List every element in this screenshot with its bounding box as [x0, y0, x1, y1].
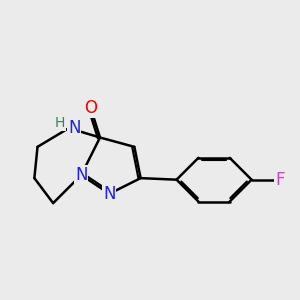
Text: N: N — [75, 166, 88, 184]
Text: O: O — [84, 99, 97, 117]
Text: F: F — [275, 171, 284, 189]
Text: N: N — [103, 185, 116, 203]
Text: H: H — [55, 116, 65, 130]
Text: N: N — [68, 119, 81, 137]
